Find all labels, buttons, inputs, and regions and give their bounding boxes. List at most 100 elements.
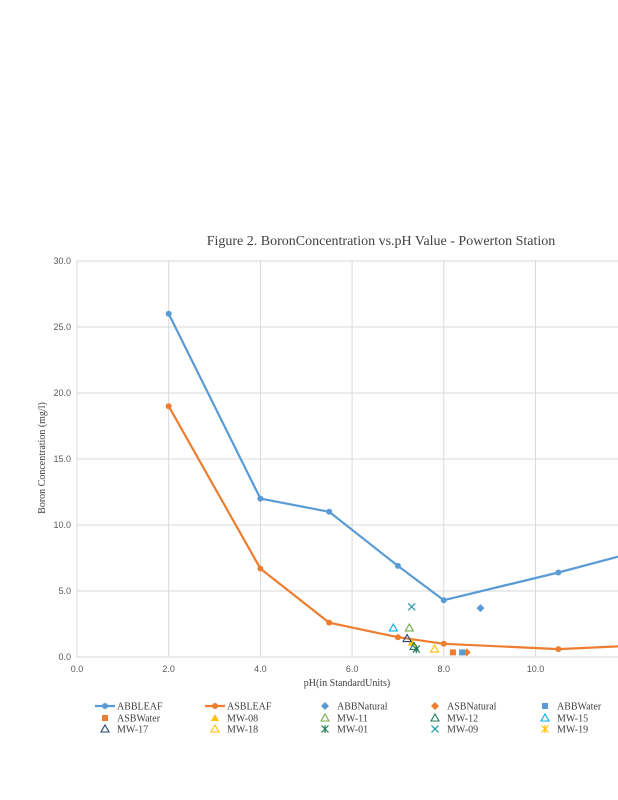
- legend-label: MW-15: [557, 714, 588, 725]
- data-point: [402, 633, 413, 643]
- data-point: [388, 622, 399, 632]
- legend-label: MW-19: [557, 725, 588, 736]
- legend-swatch-marker: [102, 703, 108, 709]
- legend-item: MW-08: [211, 714, 258, 725]
- legend-label: MW-18: [227, 725, 258, 736]
- legend-item: ABBLEAF: [95, 702, 163, 713]
- x-tick-label: 0.0: [71, 664, 84, 674]
- x-tick-label: 10.0: [527, 664, 545, 674]
- y-tick-label: 10.0: [53, 520, 71, 530]
- series-abbnatural: [476, 604, 485, 613]
- data-point: [257, 565, 264, 572]
- legend-item: MW-01: [321, 725, 368, 736]
- y-axis-ticks: 0.0 5.0 10.0 15.0 20.0 25.0 30.0: [53, 256, 71, 662]
- legend-label: MW-08: [227, 714, 258, 725]
- data-point: [459, 649, 466, 656]
- data-point: [165, 403, 172, 410]
- data-point: [257, 495, 264, 502]
- legend-item: MW-18: [210, 723, 258, 736]
- chart-title: Figure 2. BoronConcentration vs.pH Value…: [207, 234, 556, 249]
- data-point: [165, 310, 172, 317]
- legend-swatch-marker: [321, 702, 329, 710]
- legend-swatch-marker: [320, 712, 330, 722]
- legend-item: ASBNatural: [431, 702, 497, 713]
- series-mw-09: [407, 602, 416, 611]
- y-tick-label: 25.0: [53, 322, 71, 332]
- legend-item: MW-15: [540, 712, 588, 725]
- legend-item: ABBWater: [542, 702, 602, 713]
- y-tick-label: 5.0: [58, 586, 71, 596]
- data-point: [449, 649, 456, 656]
- data-point: [440, 640, 447, 647]
- legend-item: MW-17: [100, 723, 148, 736]
- legend-item: ABBNatural: [321, 702, 388, 713]
- legend-item: MW-09: [431, 725, 478, 736]
- data-point: [326, 508, 333, 515]
- series-asbleaf: [165, 403, 618, 653]
- legend-swatch-marker: [542, 703, 548, 709]
- legend-swatch-marker: [210, 723, 220, 733]
- series-mw-15: [388, 622, 399, 632]
- x-tick-label: 4.0: [254, 664, 267, 674]
- legend-label: ABBNatural: [337, 702, 388, 713]
- data-point: [555, 569, 562, 576]
- grid-lines: [76, 260, 618, 658]
- x-tick-label: 6.0: [346, 664, 359, 674]
- legend-label: ASBNatural: [447, 702, 497, 713]
- x-axis-ticks: 0.0 2.0 4.0 6.0 8.0 10.0: [71, 664, 544, 674]
- data-point: [407, 602, 416, 611]
- data-point: [404, 622, 415, 632]
- legend-item: MW-19: [541, 725, 588, 736]
- data-point: [394, 634, 401, 641]
- data-point: [476, 604, 485, 613]
- series-mw-01: [412, 645, 421, 654]
- series-mw-17: [402, 633, 413, 643]
- legend-swatch-marker: [431, 725, 439, 733]
- legend-swatch-marker: [430, 712, 440, 722]
- legend-swatch-marker: [212, 703, 218, 709]
- legend-label: MW-01: [337, 725, 368, 736]
- x-tick-label: 8.0: [438, 664, 451, 674]
- legend-item: MW-11: [320, 712, 368, 725]
- y-tick-label: 20.0: [53, 388, 71, 398]
- legend: ABBLEAF ASBLEAF ABBNatural ASBNatural ABBWat…: [95, 702, 602, 736]
- data-point: [555, 646, 562, 653]
- data-point: [412, 645, 421, 654]
- data-point: [326, 619, 333, 626]
- legend-swatch-marker: [540, 712, 550, 722]
- series-abbleaf: [165, 310, 618, 604]
- y-tick-label: 30.0: [53, 256, 71, 266]
- legend-label: MW-12: [447, 714, 478, 725]
- legend-label: ASBLEAF: [227, 702, 272, 713]
- legend-label: MW-17: [117, 725, 148, 736]
- data-point: [440, 597, 447, 604]
- series-line: [167, 405, 618, 651]
- series-mw-11: [404, 622, 415, 632]
- data-point: [429, 643, 440, 653]
- legend-item: ASBWater: [102, 714, 161, 725]
- y-axis-label: Boron Concentration (mg/l): [37, 402, 48, 514]
- legend-label: ASBWater: [117, 714, 161, 725]
- legend-label: ABBLEAF: [117, 702, 163, 713]
- series-mw-18: [429, 643, 440, 653]
- legend-swatch-marker: [431, 702, 439, 710]
- x-axis-label: pH(in StandardUnits): [304, 678, 390, 689]
- legend-label: MW-09: [447, 725, 478, 736]
- y-tick-label: 0.0: [58, 652, 71, 662]
- legend-item: MW-12: [430, 712, 478, 725]
- legend-item: ASBLEAF: [205, 702, 272, 713]
- legend-swatch-marker: [102, 715, 108, 721]
- legend-swatch-marker: [541, 725, 549, 733]
- y-tick-label: 15.0: [53, 454, 71, 464]
- series-line: [167, 313, 618, 602]
- series-layer: [165, 310, 618, 657]
- legend-swatch-marker: [100, 723, 110, 733]
- legend-label: ABBWater: [557, 702, 602, 713]
- legend-swatch-marker: [211, 714, 219, 721]
- x-tick-label: 2.0: [162, 664, 175, 674]
- series-abbwater: [459, 649, 466, 656]
- legend-label: MW-11: [337, 714, 368, 725]
- series-asbwater: [449, 649, 456, 656]
